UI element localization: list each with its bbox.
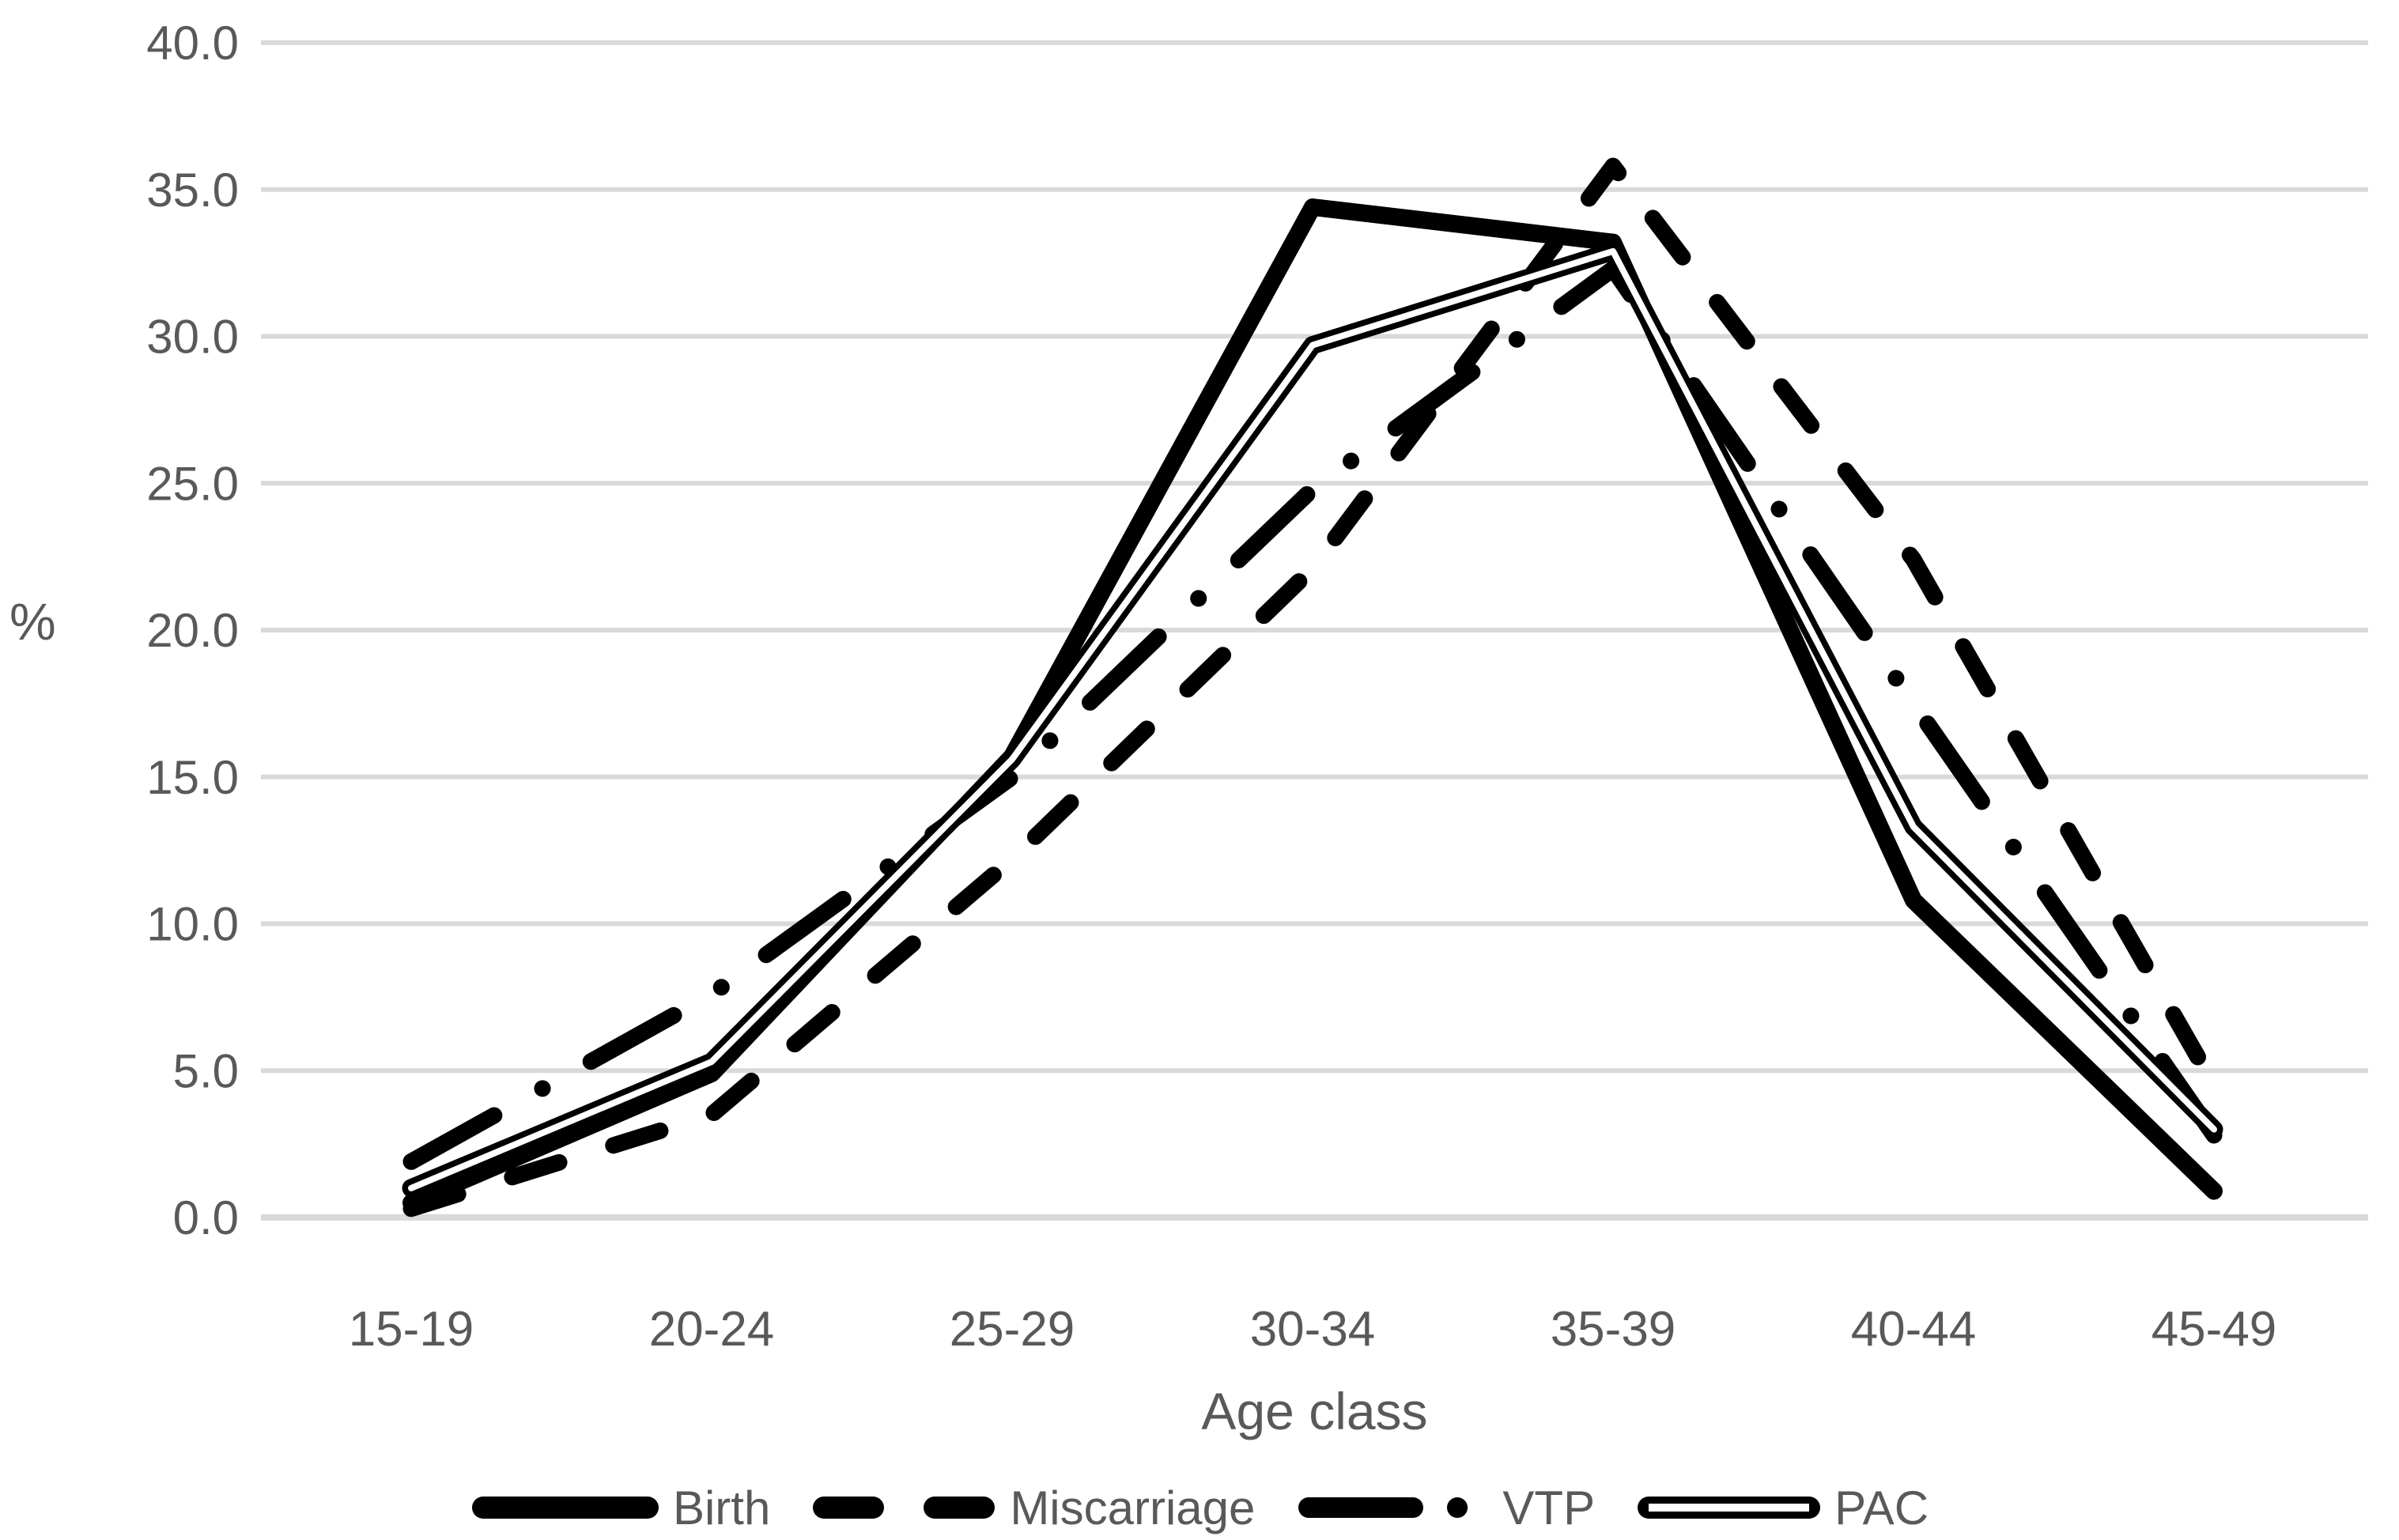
legend-item-pac: PAC <box>1636 1481 1929 1535</box>
legend-label-vtp: VTP <box>1502 1481 1596 1534</box>
y-tick-label: 0.0 <box>173 1191 239 1244</box>
legend-label-birth: Birth <box>672 1481 771 1534</box>
legend: Birth Miscarriage VTP PAC <box>0 1480 2399 1535</box>
y-tick-label: 35.0 <box>146 164 239 217</box>
x-tick-label: 15-19 <box>349 1302 474 1357</box>
y-axis-title: % <box>9 592 56 651</box>
legend-item-birth: Birth <box>470 1481 770 1535</box>
y-tick-label: 40.0 <box>146 17 239 70</box>
x-tick-label: 25-29 <box>950 1302 1075 1357</box>
legend-item-vtp: VTP <box>1296 1481 1595 1535</box>
x-tick-label: 35-39 <box>1551 1302 1676 1357</box>
y-tick-label: 15.0 <box>146 751 239 804</box>
y-tick-label: 10.0 <box>146 898 239 951</box>
y-tick-label: 20.0 <box>146 604 239 657</box>
series-line-birth <box>402 198 2223 1212</box>
legend-swatch-double-line-icon <box>1638 1497 1821 1519</box>
series-line-pac-core <box>408 247 2217 1191</box>
y-tick-label: 5.0 <box>173 1044 239 1097</box>
x-tick-label: 45-49 <box>2152 1302 2277 1357</box>
y-tick-label: 30.0 <box>146 311 239 364</box>
x-tick-label: 30-34 <box>1250 1302 1376 1357</box>
legend-swatch-solid-thick-icon <box>471 1497 659 1519</box>
x-tick-label: 20-24 <box>649 1302 775 1357</box>
series-line-vtp <box>402 260 2223 1170</box>
legend-label-miscarriage: Miscarriage <box>1010 1481 1256 1534</box>
legend-swatch-dashed-icon <box>813 1497 996 1519</box>
legend-swatch-dash-dot-icon <box>1298 1497 1488 1518</box>
x-tick-label: 40-44 <box>1851 1302 1977 1357</box>
series-line-miscarriage <box>402 157 2223 1217</box>
x-axis-title: Age class <box>1201 1382 1428 1440</box>
legend-item-miscarriage: Miscarriage <box>811 1481 1255 1535</box>
legend-label-pac: PAC <box>1834 1481 1929 1534</box>
y-tick-label: 25.0 <box>146 457 239 510</box>
series-line-pac <box>402 242 2223 1198</box>
